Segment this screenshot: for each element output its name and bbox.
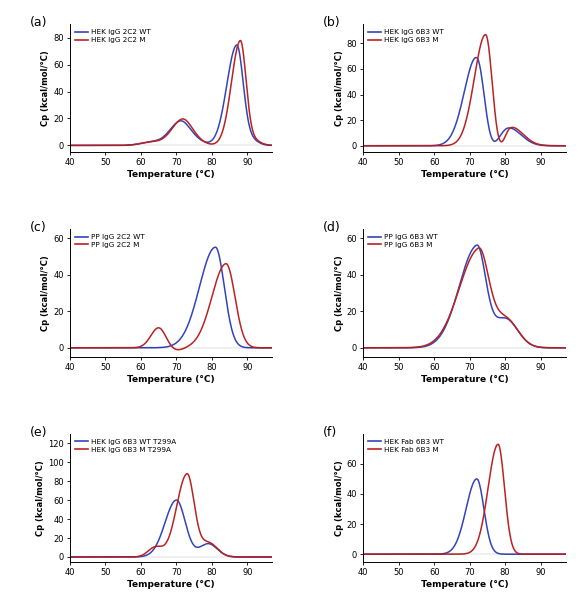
Y-axis label: Cp (kcal/mol/°C): Cp (kcal/mol/°C) bbox=[335, 460, 343, 536]
Legend: HEK IgG 2C2 WT, HEK IgG 2C2 M: HEK IgG 2C2 WT, HEK IgG 2C2 M bbox=[73, 28, 152, 45]
Y-axis label: Cp (kcal/mol/°C): Cp (kcal/mol/°C) bbox=[41, 255, 50, 331]
X-axis label: Temperature (°C): Temperature (°C) bbox=[420, 375, 508, 384]
Text: (a): (a) bbox=[30, 16, 47, 30]
Text: (e): (e) bbox=[30, 426, 47, 439]
Text: (d): (d) bbox=[323, 221, 340, 234]
X-axis label: Temperature (°C): Temperature (°C) bbox=[127, 580, 215, 589]
Text: (c): (c) bbox=[30, 221, 46, 234]
Text: (f): (f) bbox=[323, 426, 337, 439]
Legend: PP IgG 2C2 WT, PP IgG 2C2 M: PP IgG 2C2 WT, PP IgG 2C2 M bbox=[73, 233, 146, 249]
X-axis label: Temperature (°C): Temperature (°C) bbox=[420, 170, 508, 179]
Legend: HEK IgG 6B3 WT, HEK IgG 6B3 M: HEK IgG 6B3 WT, HEK IgG 6B3 M bbox=[367, 28, 445, 45]
Y-axis label: Cp (kcal/mol/°C): Cp (kcal/mol/°C) bbox=[41, 50, 50, 126]
X-axis label: Temperature (°C): Temperature (°C) bbox=[127, 170, 215, 179]
Legend: HEK IgG 6B3 WT T299A, HEK IgG 6B3 M T299A: HEK IgG 6B3 WT T299A, HEK IgG 6B3 M T299… bbox=[73, 437, 178, 454]
Text: (b): (b) bbox=[323, 16, 340, 30]
X-axis label: Temperature (°C): Temperature (°C) bbox=[127, 375, 215, 384]
X-axis label: Temperature (°C): Temperature (°C) bbox=[420, 580, 508, 589]
Legend: HEK Fab 6B3 WT, HEK Fab 6B3 M: HEK Fab 6B3 WT, HEK Fab 6B3 M bbox=[367, 437, 445, 454]
Legend: PP IgG 6B3 WT, PP IgG 6B3 M: PP IgG 6B3 WT, PP IgG 6B3 M bbox=[367, 233, 439, 249]
Y-axis label: Cp (kcal/mol/°C): Cp (kcal/mol/°C) bbox=[335, 50, 343, 126]
Y-axis label: Cp (kcal/mol/°C): Cp (kcal/mol/°C) bbox=[36, 460, 45, 536]
Y-axis label: Cp (kcal/mol/°C): Cp (kcal/mol/°C) bbox=[335, 255, 343, 331]
